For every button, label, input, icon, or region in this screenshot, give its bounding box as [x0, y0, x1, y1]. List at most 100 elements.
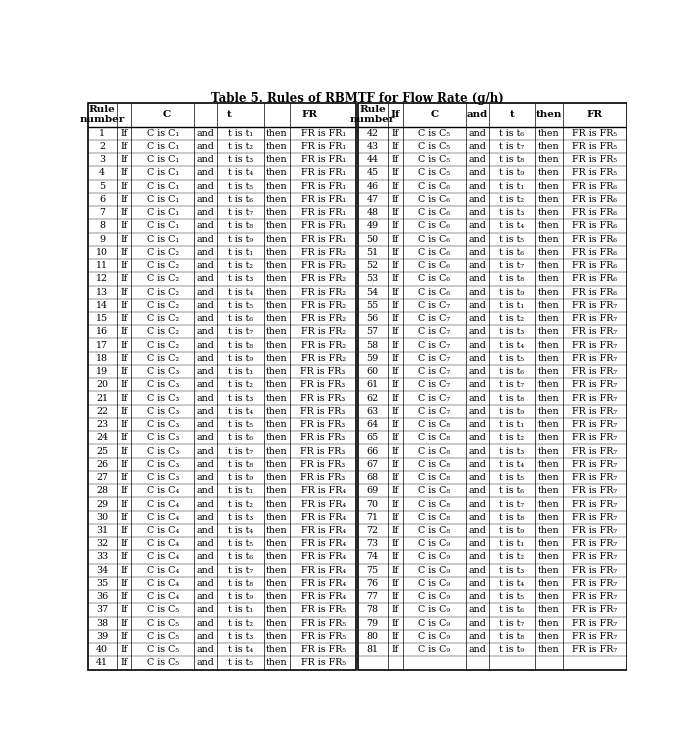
Text: and: and [197, 407, 214, 415]
Text: 4: 4 [99, 168, 105, 177]
Text: FR is FR₃: FR is FR₃ [300, 460, 346, 469]
Text: 56: 56 [367, 314, 379, 323]
Text: t is t₅: t is t₅ [499, 234, 524, 244]
Text: and: and [468, 234, 487, 244]
Text: 78: 78 [367, 605, 378, 615]
Text: FR is FR₇: FR is FR₇ [572, 367, 618, 376]
Text: 29: 29 [96, 499, 108, 508]
Text: If: If [121, 645, 128, 654]
Text: If: If [392, 341, 399, 350]
Text: C is C₆: C is C₆ [418, 222, 450, 231]
Text: 13: 13 [96, 287, 108, 296]
Text: C is C₆: C is C₆ [418, 274, 450, 284]
Text: 2: 2 [99, 142, 105, 151]
Text: C is C₁: C is C₁ [146, 129, 178, 138]
Text: FR is FR₂: FR is FR₂ [300, 301, 346, 310]
Text: 24: 24 [96, 434, 108, 443]
Text: and: and [468, 434, 487, 443]
Text: t is t₉: t is t₉ [228, 354, 253, 363]
Text: t is t₃: t is t₃ [227, 394, 253, 403]
Text: then: then [266, 394, 288, 403]
Text: 48: 48 [367, 208, 378, 217]
Text: t is t₄: t is t₄ [499, 579, 524, 588]
Text: 38: 38 [96, 619, 108, 627]
Text: FR is FR₁: FR is FR₁ [300, 234, 346, 244]
Text: then: then [266, 380, 288, 389]
Text: If: If [392, 195, 399, 204]
Text: If: If [390, 110, 400, 119]
Text: FR is FR₅: FR is FR₅ [300, 605, 346, 615]
Text: and: and [468, 645, 487, 654]
Text: C is C₄: C is C₄ [146, 566, 178, 575]
Text: FR is FR₂: FR is FR₂ [300, 261, 346, 270]
Text: t is t₅: t is t₅ [228, 539, 253, 548]
Text: FR is FR₄: FR is FR₄ [300, 566, 346, 575]
Text: C is C₈: C is C₈ [418, 499, 450, 508]
Text: If: If [121, 195, 128, 204]
Text: and: and [197, 473, 214, 482]
Text: then: then [266, 314, 288, 323]
Text: If: If [121, 129, 128, 138]
Text: then: then [538, 460, 560, 469]
Text: C is C₂: C is C₂ [146, 354, 178, 363]
Text: and: and [468, 513, 487, 522]
Text: FR is FR₇: FR is FR₇ [572, 354, 618, 363]
Text: C is C₃: C is C₃ [146, 473, 179, 482]
Text: FR is FR₄: FR is FR₄ [300, 499, 346, 508]
Text: and: and [468, 446, 487, 455]
Text: t is t₈: t is t₈ [228, 579, 253, 588]
Text: If: If [392, 592, 399, 601]
Text: t is t₈: t is t₈ [228, 222, 253, 231]
Text: then: then [266, 407, 288, 415]
Text: FR is FR₇: FR is FR₇ [572, 526, 618, 535]
Text: 53: 53 [367, 274, 379, 284]
Text: 39: 39 [96, 632, 108, 641]
Text: and: and [468, 394, 487, 403]
Text: C is C₂: C is C₂ [146, 314, 178, 323]
Text: FR is FR₅: FR is FR₅ [300, 619, 346, 627]
Text: 65: 65 [367, 434, 379, 443]
Text: t is t₅: t is t₅ [228, 658, 253, 667]
Text: FR is FR₇: FR is FR₇ [572, 499, 618, 508]
Text: C is C₄: C is C₄ [146, 553, 178, 562]
Text: 32: 32 [96, 539, 108, 548]
Text: 25: 25 [96, 446, 108, 455]
Text: then: then [266, 513, 288, 522]
Text: C is C₇: C is C₇ [418, 301, 450, 310]
Text: If: If [392, 327, 399, 336]
Text: C is C₅: C is C₅ [418, 142, 450, 151]
Text: C is C₉: C is C₉ [418, 592, 450, 601]
Text: t is t₇: t is t₇ [228, 566, 253, 575]
Text: t is t₆: t is t₆ [499, 605, 524, 615]
Text: t is t₄: t is t₄ [499, 460, 524, 469]
Text: 10: 10 [96, 248, 108, 257]
Text: C is C₁: C is C₁ [146, 208, 178, 217]
Text: 28: 28 [96, 486, 108, 495]
Text: If: If [392, 566, 399, 575]
Text: then: then [538, 394, 560, 403]
Text: FR is FR₅: FR is FR₅ [572, 129, 618, 138]
Text: C is C₅: C is C₅ [418, 168, 450, 177]
Text: C is C₅: C is C₅ [418, 129, 450, 138]
Text: t is t₆: t is t₆ [499, 248, 524, 257]
Text: and: and [468, 605, 487, 615]
Text: FR is FR₂: FR is FR₂ [300, 327, 346, 336]
Text: C: C [430, 110, 438, 119]
Text: and: and [197, 327, 214, 336]
Text: then: then [538, 513, 560, 522]
Text: C is C₈: C is C₈ [418, 446, 450, 455]
Text: then: then [538, 168, 560, 177]
Text: then: then [538, 539, 560, 548]
Text: 68: 68 [367, 473, 378, 482]
Text: FR: FR [302, 110, 318, 119]
Text: then: then [538, 301, 560, 310]
Text: FR is FR₁: FR is FR₁ [300, 182, 346, 191]
Text: and: and [468, 367, 487, 376]
Text: C is C₄: C is C₄ [146, 592, 178, 601]
Text: FR is FR₃: FR is FR₃ [300, 420, 346, 429]
Text: and: and [468, 632, 487, 641]
Text: C is C₈: C is C₈ [418, 486, 450, 495]
Text: t is t₃: t is t₃ [227, 513, 253, 522]
Text: 60: 60 [367, 367, 378, 376]
Text: t is t₇: t is t₇ [499, 619, 524, 627]
